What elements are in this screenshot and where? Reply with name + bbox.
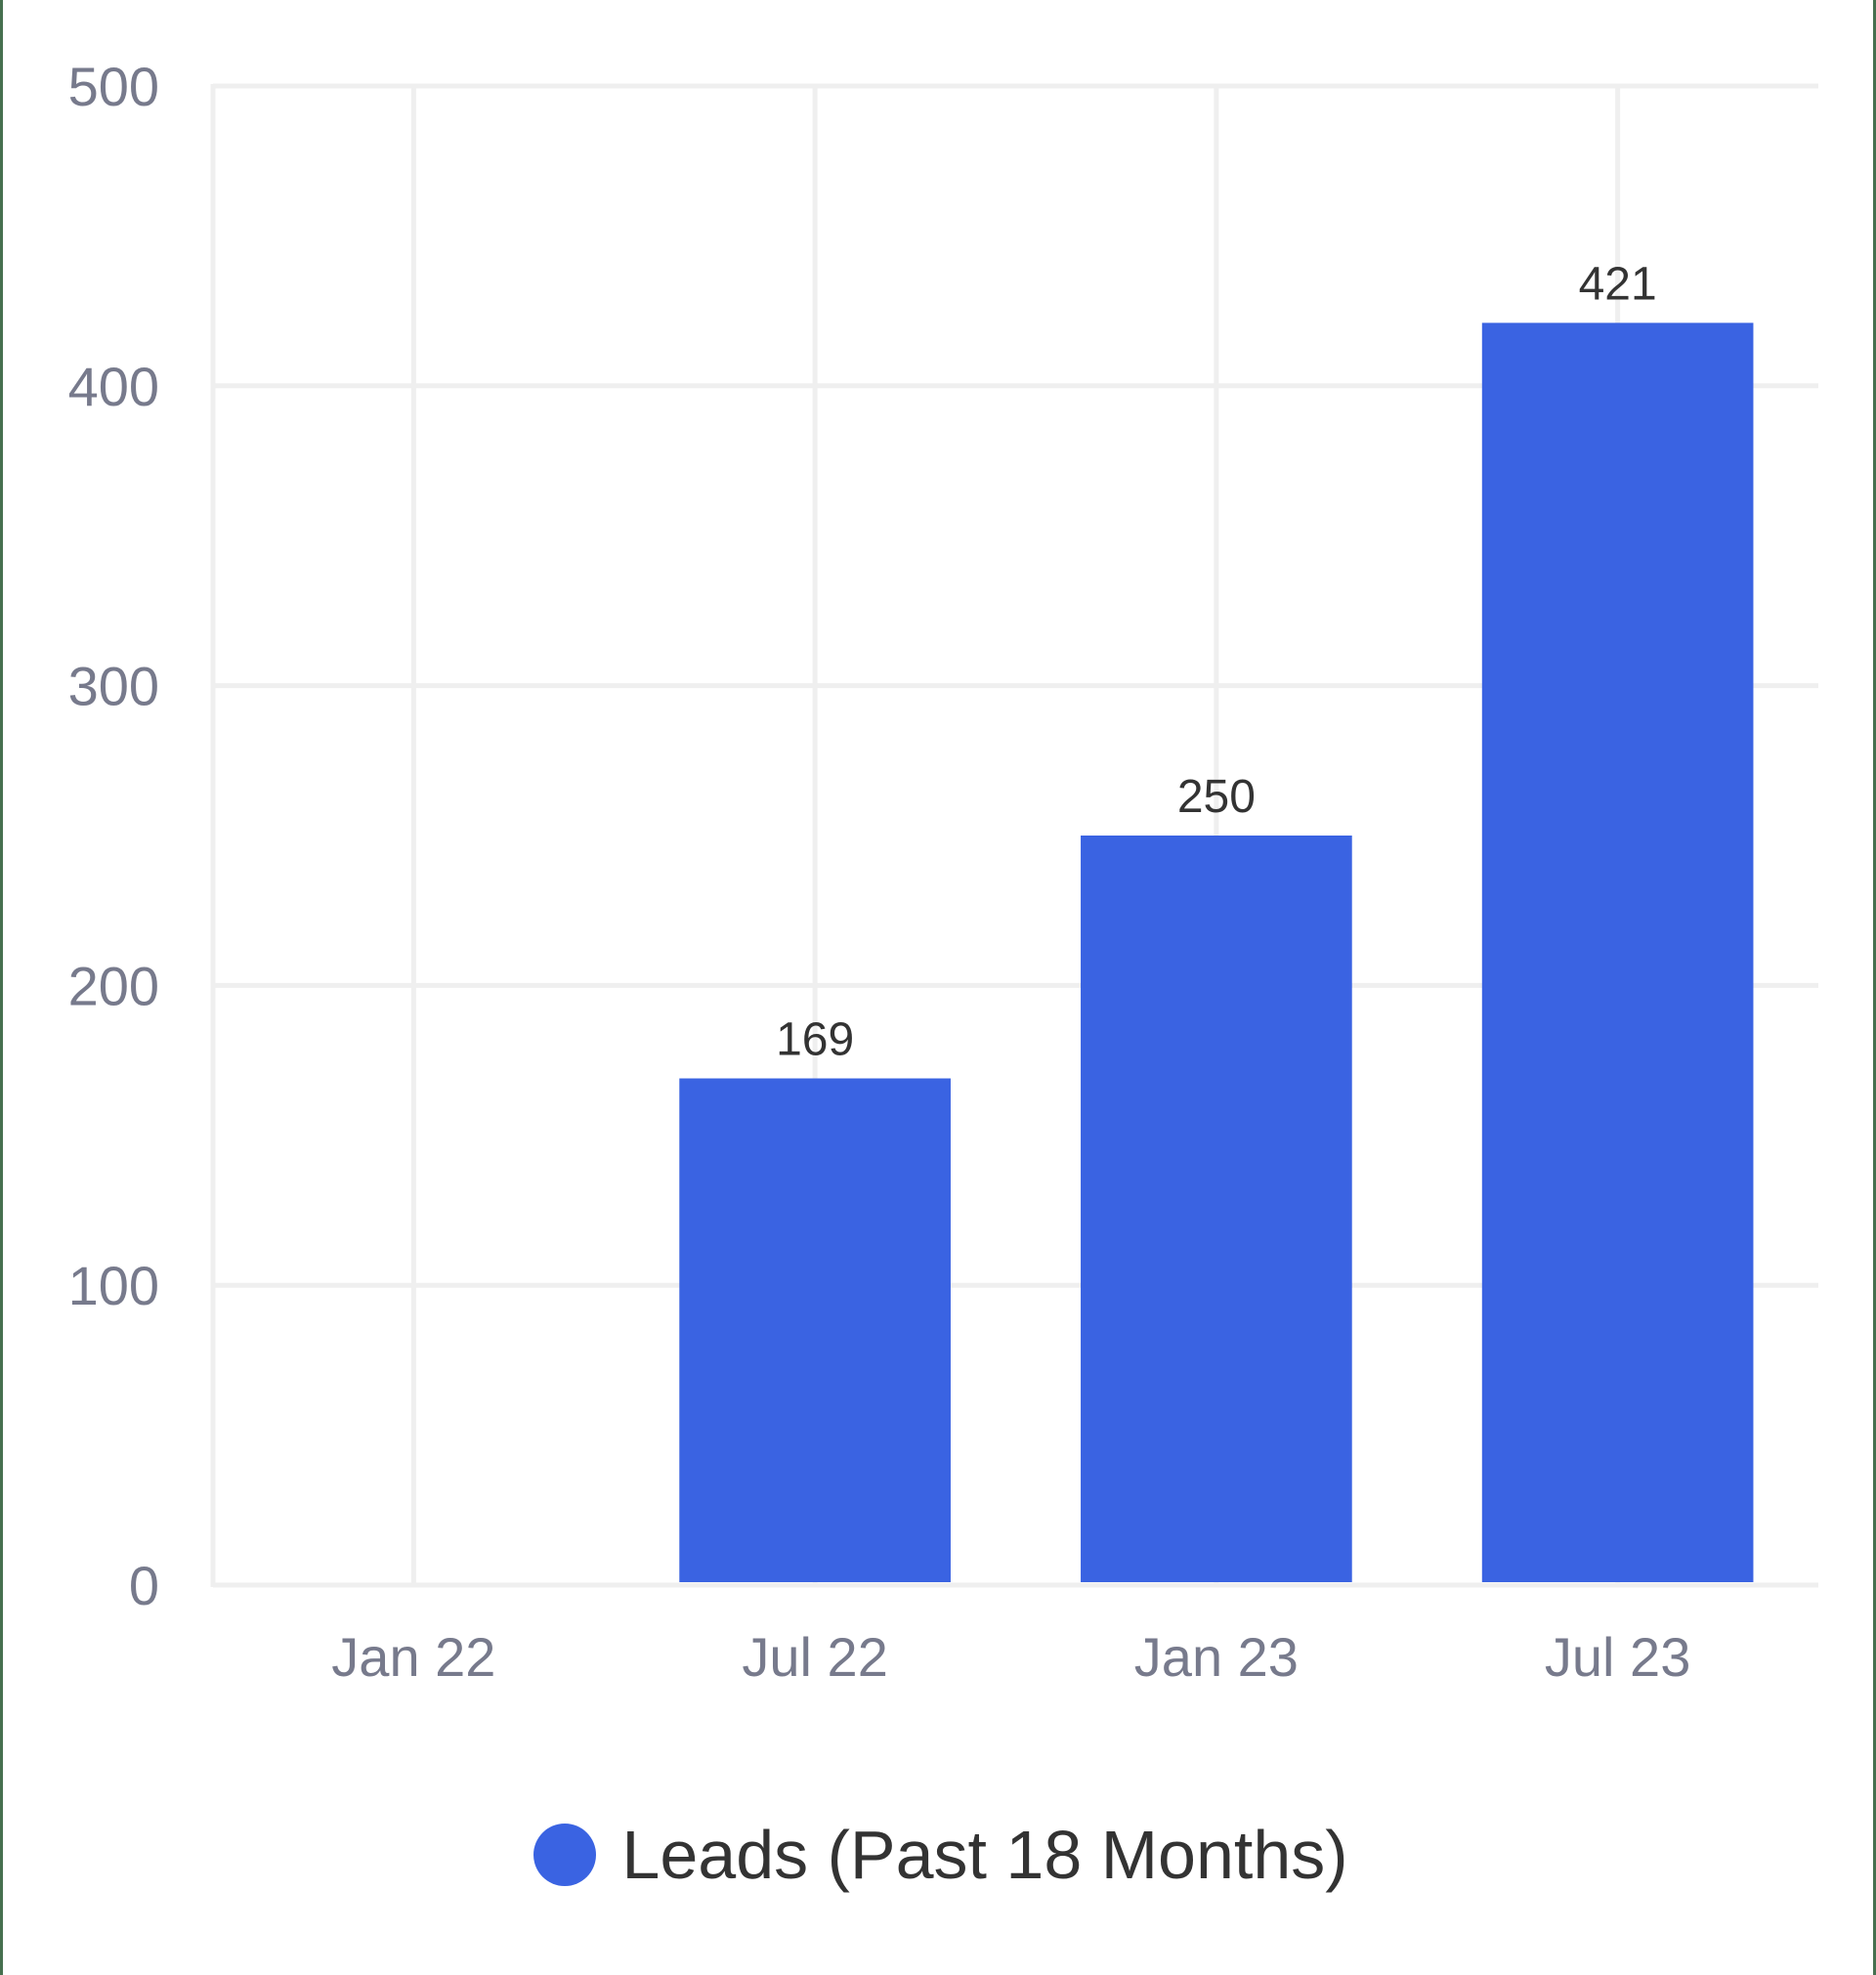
chart-legend: Leads (Past 18 Months) <box>3 1816 1876 1894</box>
legend-label: Leads (Past 18 Months) <box>621 1817 1348 1893</box>
bar-value-label: 421 <box>1579 258 1657 310</box>
x-tick-label: Jul 22 <box>742 1626 887 1688</box>
y-tick-label: 0 <box>129 1555 159 1616</box>
y-tick-label: 500 <box>68 56 159 117</box>
bar-value-label: 169 <box>776 1014 854 1066</box>
legend-swatch-icon <box>533 1824 597 1886</box>
bar[interactable] <box>1481 322 1754 1582</box>
y-tick-label: 400 <box>68 356 159 417</box>
x-tick-label: Jan 23 <box>1134 1626 1299 1688</box>
bar-chart: 0 100 200 300 400 500 Jan 22 Jul 22 Jan 23 Jul 23… <box>68 56 1818 1688</box>
y-tick-label: 200 <box>68 955 159 1016</box>
bar[interactable] <box>679 1078 951 1582</box>
y-tick-label: 300 <box>68 656 159 717</box>
bar[interactable] <box>1081 836 1352 1582</box>
y-tick-label: 100 <box>68 1255 159 1316</box>
x-tick-label: Jul 23 <box>1545 1626 1690 1688</box>
x-tick-label: Jan 22 <box>331 1626 495 1688</box>
bar-value-label: 250 <box>1177 771 1256 823</box>
